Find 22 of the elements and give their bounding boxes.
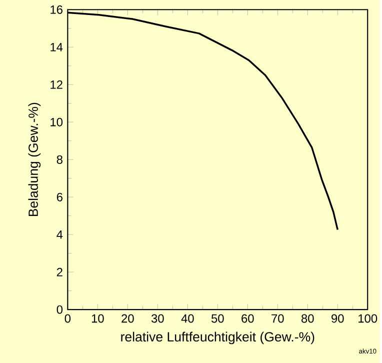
x-tick-label: 50	[211, 314, 224, 323]
x-tick-label: 30	[151, 314, 164, 323]
y-tick-label: 14	[50, 42, 63, 52]
x-tick-label: 90	[332, 314, 344, 323]
y-tick-label: 6	[56, 192, 62, 202]
x-tick-label: 0	[64, 314, 71, 323]
y-tick-label: 0	[56, 305, 63, 314]
x-axis-title: relative Luftfeuchtigkeit (Gew.-%)	[121, 332, 314, 344]
x-tick-label: 60	[242, 314, 254, 323]
x-tick-label: 40	[181, 314, 194, 323]
y-tick-label: 8	[56, 155, 62, 164]
x-tick-label: 70	[272, 314, 284, 323]
y-tick-label: 2	[56, 268, 62, 276]
y-tick-label: 16	[50, 5, 62, 14]
x-tick-label: 10	[92, 314, 104, 323]
x-tick-label: 80	[302, 314, 314, 323]
x-tick-label: 100	[358, 314, 378, 323]
y-axis-title: Beladung (Gew.-%)	[28, 102, 41, 216]
y-tick-label: 12	[50, 80, 62, 89]
y-tick-label: 4	[56, 230, 63, 239]
y-tick-label: 10	[50, 118, 63, 126]
x-tick-label: 20	[122, 314, 134, 323]
